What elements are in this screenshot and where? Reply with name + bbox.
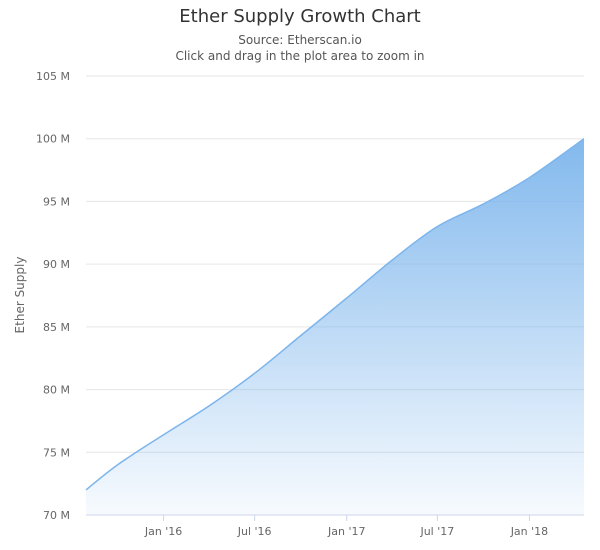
y-tick-label: 80 M [43, 384, 70, 397]
chart-title: Ether Supply Growth Chart [179, 6, 421, 27]
y-tick-label: 105 M [36, 70, 70, 83]
y-axis-title: Ether Supply [13, 257, 27, 334]
x-tick-label: Jul '16 [237, 525, 272, 538]
y-tick-label: 95 M [43, 195, 70, 208]
y-tick-label: 70 M [43, 509, 70, 522]
y-axis: 70 M 75 M 80 M 85 M 90 M 95 M 100 M 105 M [36, 70, 70, 522]
x-tick-label: Jan '18 [510, 525, 548, 538]
y-tick-label: 75 M [43, 446, 70, 459]
x-tick-label: Jan '16 [144, 525, 182, 538]
x-axis: Jan '16 Jul '16 Jan '17 Jul '17 Jan '18 [86, 514, 584, 538]
x-tick-label: Jul '17 [419, 525, 454, 538]
x-tick-label: Jan '17 [327, 525, 365, 538]
y-tick-label: 85 M [43, 321, 70, 334]
series-area-fill[interactable] [86, 138, 584, 515]
series-line[interactable] [85, 138, 585, 491]
y-tick-label: 100 M [36, 133, 70, 146]
chart-subtitle-source: Source: Etherscan.io [238, 33, 362, 47]
y-tick-label: 90 M [43, 258, 70, 271]
chart-subtitle-zoom-hint: Click and drag in the plot area to zoom … [175, 49, 425, 63]
plot-area[interactable] [85, 138, 585, 515]
